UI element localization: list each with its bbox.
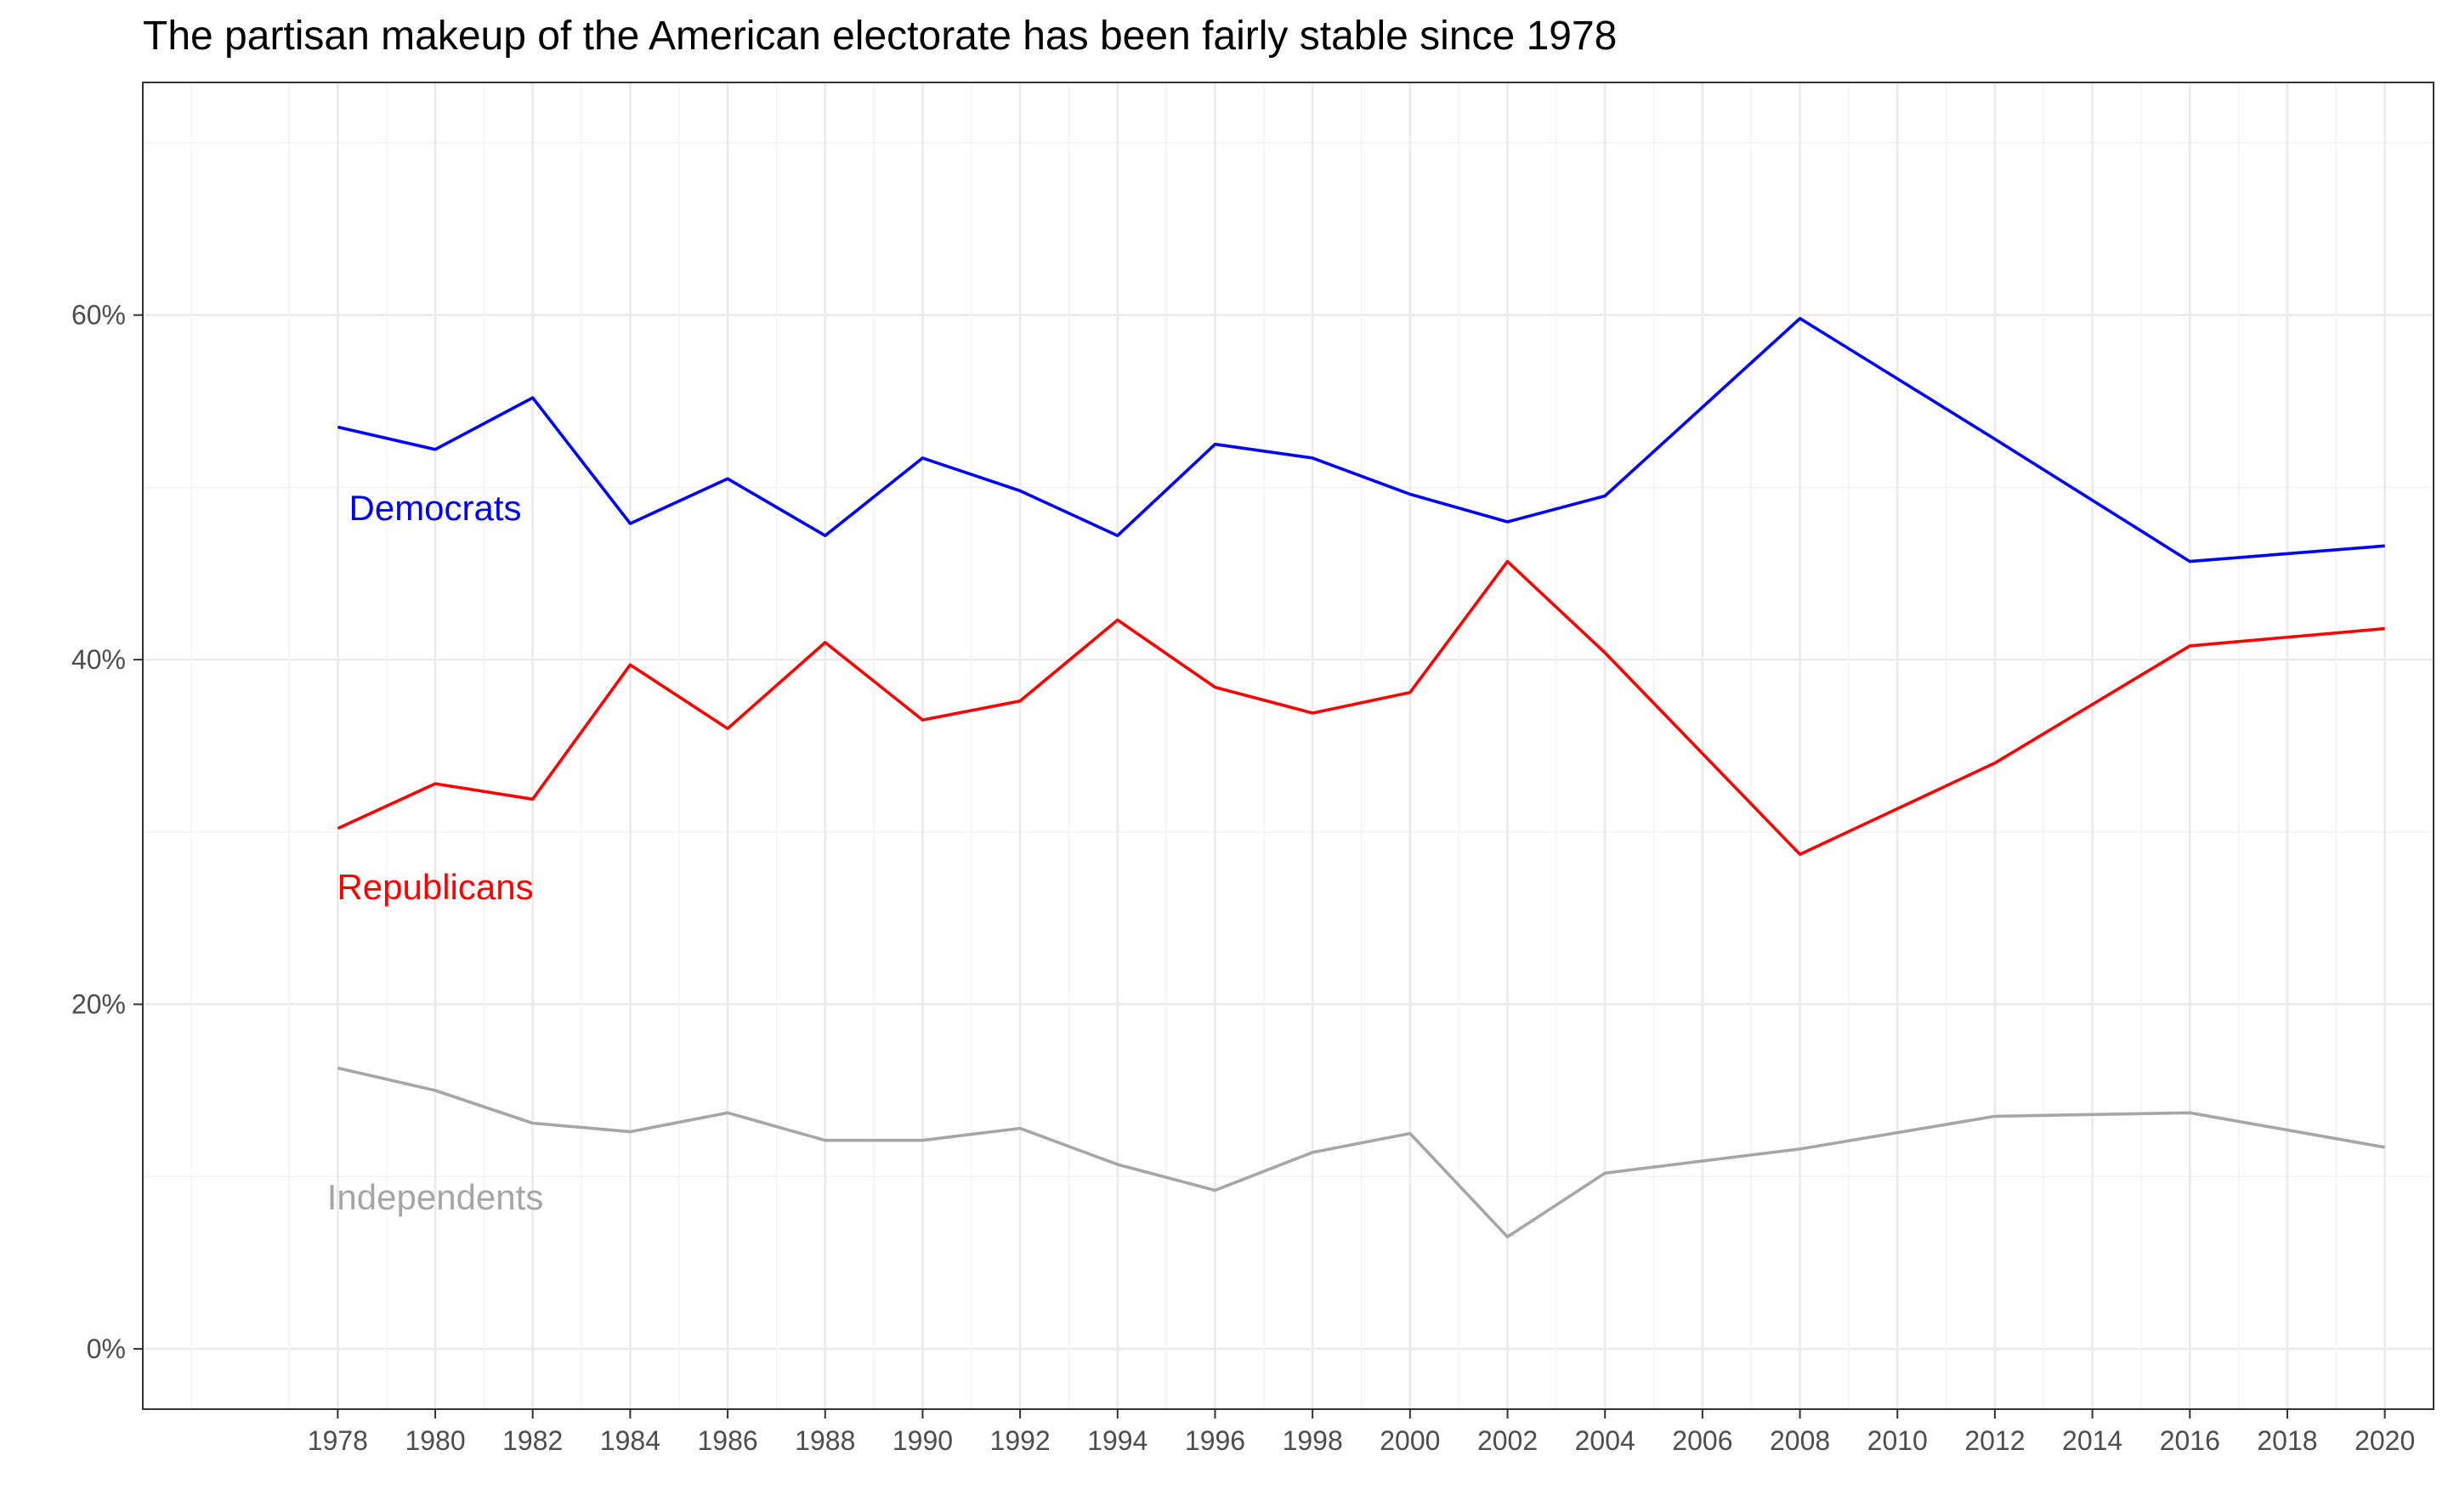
x-tick-label: 1998 [1283,1425,1343,1456]
x-tick-label: 2018 [2257,1425,2317,1456]
panel-border [142,82,2434,1410]
series-label-republicans: Republicans [337,867,533,907]
series-lines [337,316,2386,1239]
x-tick-label: 2002 [1477,1425,1538,1456]
x-tick-label: 1982 [502,1425,563,1456]
x-tick-label: 1986 [697,1425,757,1456]
x-tick-label: 2008 [1770,1425,1830,1456]
x-tick-label: 2004 [1575,1425,1635,1456]
x-tick-label: 1996 [1185,1425,1245,1456]
y-tick-label: 0% [87,1334,126,1364]
x-tick-label: 1994 [1087,1425,1148,1456]
y-tick-label: 20% [71,989,126,1020]
x-tick-label: 1988 [795,1425,855,1456]
series-label-democrats: Democrats [349,488,522,528]
x-tick-label: 1984 [600,1425,660,1456]
chart-title: The partisan makeup of the American elec… [143,14,1617,59]
x-tick-label: 2006 [1672,1425,1732,1456]
x-tick-label: 2020 [2354,1425,2415,1456]
x-tick-label: 2014 [2062,1425,2122,1456]
x-tick-label: 1980 [405,1425,465,1456]
series-line-independents [337,1066,2386,1239]
series-line-republicans [337,559,2385,857]
x-tick-label: 2012 [1964,1425,2025,1456]
x-tick-label: 1978 [308,1425,368,1456]
series-labels: Democrats Republicans Independents [327,488,544,1217]
y-tick-label: 60% [71,300,126,331]
series-line-democrats [337,316,2385,563]
gridlines [143,82,2434,1409]
x-tick-label: 1992 [990,1425,1051,1456]
x-tick-label: 1990 [892,1425,953,1456]
series-label-independents: Independents [327,1177,544,1217]
x-tick-label: 2000 [1380,1425,1440,1456]
x-tick-label: 2010 [1867,1425,1928,1456]
y-tick-label: 40% [71,644,126,675]
x-tick-label: 2016 [2160,1425,2220,1456]
axes: 0% 20% 40% 60% 1978 1980 1982 1984 1986 1988 1990 1… [71,300,2415,1456]
